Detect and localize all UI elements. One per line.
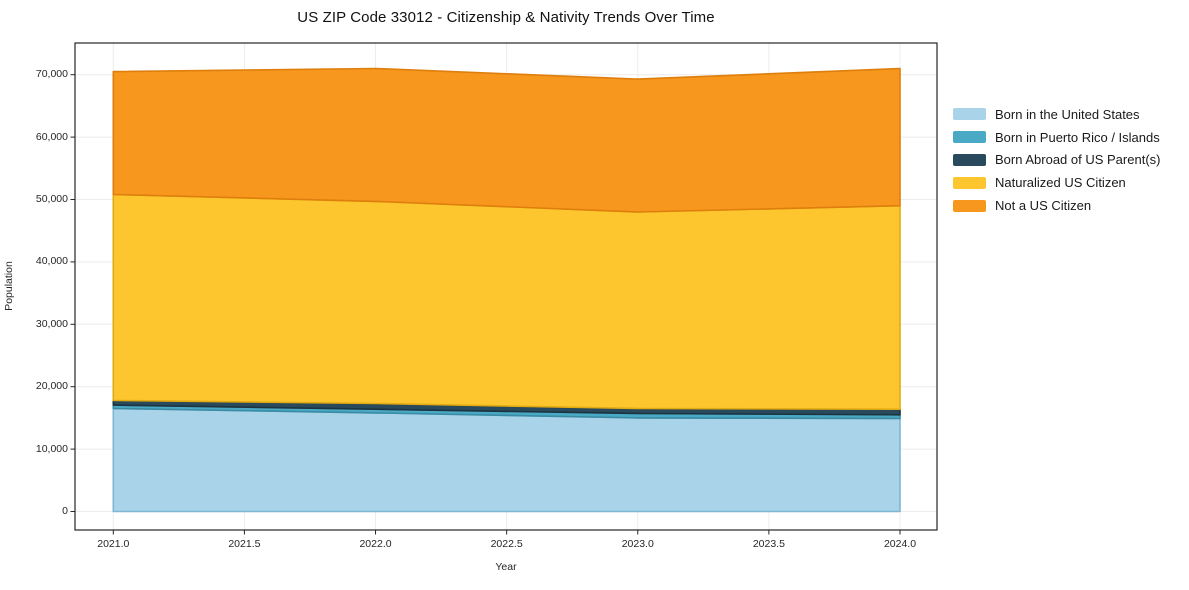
area-naturalized-us-citizen — [112, 193, 901, 410]
legend-swatch-icon — [953, 153, 986, 166]
x-tick-label: 2021.0 — [97, 538, 130, 550]
legend-item-born-abroad-of-us-parent-s: Born Abroad of US Parent(s) — [953, 149, 1160, 172]
x-tick-label: 2023.0 — [621, 538, 654, 550]
y-tick-label: 50,000 — [35, 193, 68, 205]
x-tick-label: 2022.0 — [359, 538, 392, 550]
legend-item-born-in-puerto-rico-islands: Born in Puerto Rico / Islands — [953, 126, 1160, 149]
x-axis-label: Year — [495, 561, 517, 573]
legend-swatch-icon — [953, 176, 986, 189]
chart-title: US ZIP Code 33012 - Citizenship & Nativi… — [297, 9, 715, 26]
area-not-a-us-citizen — [112, 67, 901, 213]
y-tick-label: 60,000 — [35, 130, 68, 143]
x-tick-label: 2022.5 — [490, 538, 523, 550]
y-tick-label: 0 — [62, 505, 68, 517]
y-axis-label: Population — [3, 261, 15, 311]
y-tick-label: 10,000 — [35, 442, 68, 455]
legend-label: Naturalized US Citizen — [995, 175, 1126, 191]
legend-item-naturalized-us-citizen: Naturalized US Citizen — [953, 171, 1160, 194]
legend-label: Born in Puerto Rico / Islands — [995, 129, 1160, 145]
legend-label: Born in the United States — [995, 106, 1140, 122]
x-tick-label: 2021.5 — [228, 538, 261, 550]
legend-label: Not a US Citizen — [995, 198, 1092, 214]
area-born-in-the-united-states — [112, 407, 901, 513]
legend-swatch-icon — [953, 108, 986, 121]
y-tick-label: 70,000 — [35, 68, 68, 81]
x-tick-label: 2023.5 — [752, 538, 785, 550]
legend-label: Born Abroad of US Parent(s) — [995, 152, 1161, 168]
x-tick-label: 2024.0 — [883, 538, 917, 550]
y-tick-label: 40,000 — [35, 255, 68, 268]
legend-item-not-a-us-citizen: Not a US Citizen — [953, 194, 1160, 217]
legend: Born in the United States Born in Puerto … — [953, 103, 1160, 217]
legend-item-born-in-the-united-states: Born in the United States — [953, 103, 1160, 126]
y-tick-label: 30,000 — [35, 317, 68, 330]
y-tick-label: 20,000 — [35, 380, 68, 393]
legend-swatch-icon — [953, 131, 986, 144]
legend-swatch-icon — [953, 199, 986, 212]
plot-border — [74, 42, 938, 531]
